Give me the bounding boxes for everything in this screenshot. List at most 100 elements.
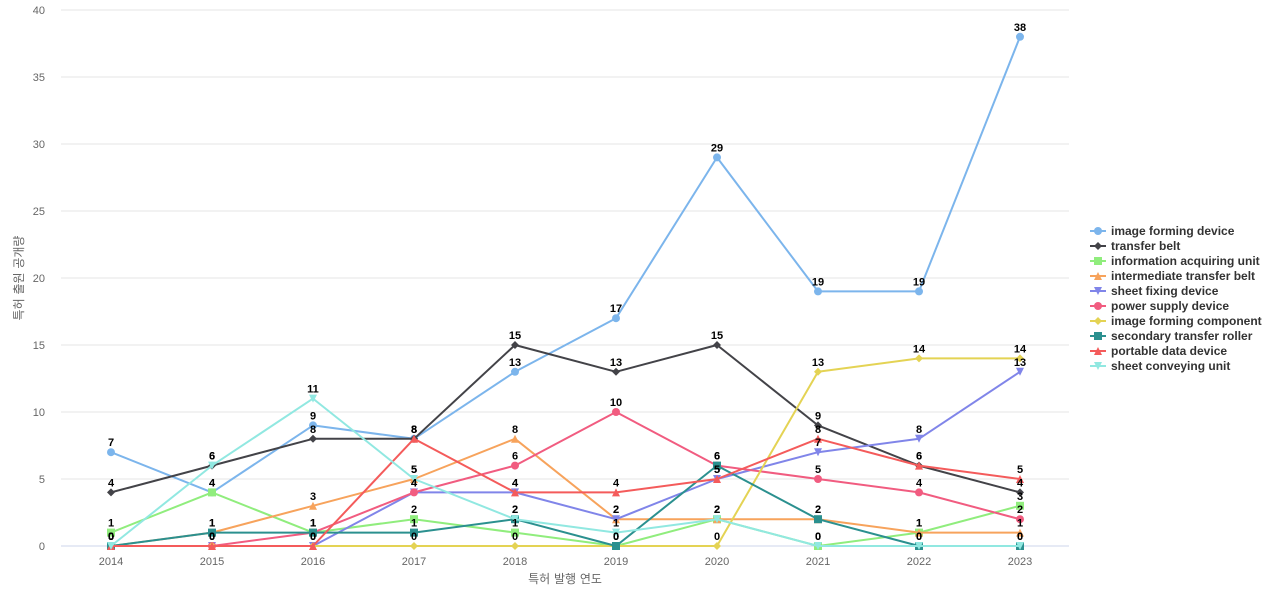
data-label: 0 <box>916 531 922 543</box>
data-label: 0 <box>613 531 619 543</box>
legend-item[interactable]: transfer belt <box>1090 239 1180 253</box>
data-label: 6 <box>209 451 215 463</box>
data-label: 5 <box>1017 464 1023 476</box>
data-label: 1 <box>613 518 619 530</box>
legend-item[interactable]: sheet conveying unit <box>1090 359 1230 373</box>
series-sheet-fixing-device <box>107 367 1024 550</box>
legend-marker <box>1094 257 1102 265</box>
data-label: 0 <box>310 531 316 543</box>
data-label: 1 <box>916 518 922 530</box>
data-label: 14 <box>1014 343 1027 355</box>
data-point <box>814 448 822 457</box>
legend-label: sheet fixing device <box>1111 284 1219 298</box>
data-point <box>1016 32 1024 41</box>
data-point <box>410 475 418 483</box>
series-line <box>110 397 1021 547</box>
data-point <box>1016 501 1024 510</box>
data-label: 6 <box>916 451 922 463</box>
data-label: 2 <box>613 504 619 516</box>
data-point <box>511 488 519 497</box>
data-label: 2 <box>714 504 720 516</box>
data-point <box>1016 542 1024 550</box>
data-label: 13 <box>610 357 622 369</box>
data-label: 2 <box>815 504 821 516</box>
data-label: 0 <box>209 531 215 543</box>
data-point <box>814 515 822 524</box>
data-label: 2 <box>714 504 720 516</box>
data-label: 7 <box>815 437 821 449</box>
series-line <box>110 437 1021 547</box>
legend-item[interactable]: image forming device <box>1090 224 1235 238</box>
data-point <box>309 421 317 430</box>
legend-item[interactable]: intermediate transfer belt <box>1090 269 1255 283</box>
data-label: 2 <box>815 504 821 516</box>
x-tick-label: 2018 <box>503 556 527 568</box>
data-label: 0 <box>209 531 215 543</box>
legend-item[interactable]: secondary transfer roller <box>1090 329 1253 343</box>
data-point <box>915 461 923 470</box>
x-tick-label: 2020 <box>705 556 729 568</box>
data-label: 1 <box>916 518 922 530</box>
series-line <box>110 35 1021 494</box>
data-label: 13 <box>1014 357 1026 369</box>
data-label: 1 <box>310 518 316 530</box>
legend-item[interactable]: information acquiring unit <box>1090 254 1260 268</box>
data-point <box>410 434 418 443</box>
data-label: 0 <box>1017 531 1023 543</box>
data-label: 0 <box>310 531 316 543</box>
data-point <box>107 542 115 550</box>
data-point <box>612 408 620 416</box>
data-label: 0 <box>815 531 821 543</box>
data-label: 10 <box>610 397 622 409</box>
legend-marker <box>1094 347 1102 355</box>
legend-marker <box>1094 227 1102 235</box>
data-label: 15 <box>509 330 521 342</box>
series-line <box>110 491 1021 547</box>
data-point <box>1016 367 1024 376</box>
data-label: 1 <box>310 518 316 530</box>
data-point <box>511 515 519 524</box>
data-point <box>814 367 822 376</box>
legend-item[interactable]: power supply device <box>1090 299 1229 313</box>
legend-marker <box>1094 362 1102 370</box>
data-label: 5 <box>411 464 417 476</box>
data-label: 8 <box>411 424 417 436</box>
legend-item[interactable]: portable data device <box>1090 344 1227 358</box>
data-label: 13 <box>812 357 824 369</box>
data-label: 19 <box>812 276 824 288</box>
legend-label: intermediate transfer belt <box>1111 269 1255 283</box>
data-label: 5 <box>815 464 821 476</box>
data-label: 3 <box>310 491 316 503</box>
series-line <box>110 344 1021 494</box>
data-label: 8 <box>512 424 518 436</box>
data-point <box>713 475 721 483</box>
data-point <box>915 542 923 550</box>
data-label: 1 <box>1017 518 1023 530</box>
data-point <box>814 542 822 550</box>
legend-item[interactable]: image forming component <box>1090 314 1262 328</box>
data-label: 4 <box>209 477 216 489</box>
data-point <box>107 488 115 497</box>
data-point <box>915 354 923 363</box>
y-tick-label: 0 <box>39 541 45 553</box>
legend-item[interactable]: sheet fixing device <box>1090 284 1219 298</box>
data-point <box>814 287 822 296</box>
data-point <box>511 367 519 376</box>
legend-marker <box>1094 302 1102 310</box>
y-tick-label: 10 <box>33 407 45 419</box>
x-tick-label: 2016 <box>301 556 325 568</box>
data-label: 4 <box>613 477 620 489</box>
data-point <box>309 501 317 510</box>
data-point <box>410 488 418 497</box>
data-point <box>814 421 822 430</box>
legend-label: sheet conveying unit <box>1111 359 1230 373</box>
y-tick-label: 15 <box>33 340 45 352</box>
data-label: 5 <box>714 464 720 476</box>
data-point <box>612 314 620 323</box>
y-tick-label: 25 <box>33 206 45 218</box>
data-label: 8 <box>916 424 922 436</box>
data-point <box>208 528 216 537</box>
y-axis-title: 특허 출원 공개량 <box>12 236 26 321</box>
